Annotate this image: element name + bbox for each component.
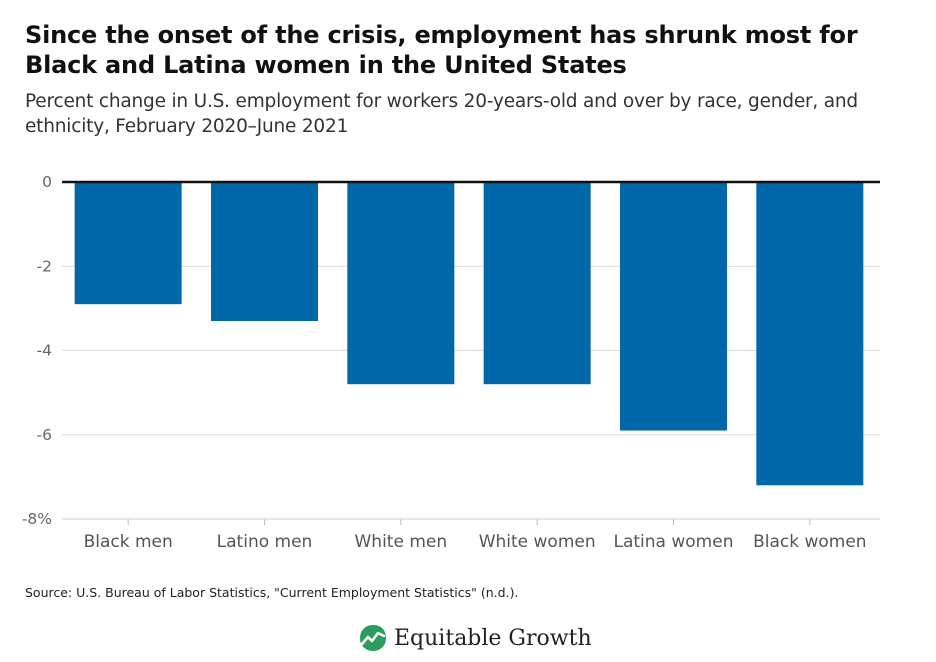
x-category-label: White men xyxy=(355,532,448,552)
y-tick-label: -2 xyxy=(37,257,52,275)
bar xyxy=(211,182,318,322)
bar xyxy=(756,182,864,486)
chart-title: Since the onset of the crisis, employmen… xyxy=(25,21,858,79)
x-category-label: Black women xyxy=(753,532,867,552)
y-tick-label: -4 xyxy=(37,342,52,360)
x-category-label: Latina women xyxy=(614,532,734,552)
growth-leaf-icon xyxy=(360,625,386,651)
x-category-label: Black men xyxy=(84,532,173,552)
bar xyxy=(620,182,727,431)
y-tick-label: -6 xyxy=(37,426,52,444)
y-tick-label: 0 xyxy=(42,173,52,191)
source-note: Source: U.S. Bureau of Labor Statistics,… xyxy=(25,585,519,600)
bar xyxy=(483,182,591,385)
brand-name: Equitable Growth xyxy=(394,625,592,651)
bar-chart: 0 -2 -4 -6 -8% Black men Latino men White men Wh… xyxy=(22,173,880,552)
chart-subtitle: Percent change in U.S. employment for wo… xyxy=(25,91,858,137)
x-category-label: White women xyxy=(479,532,596,552)
bar xyxy=(347,182,455,385)
bar xyxy=(74,182,182,305)
brand-footer: Equitable Growth xyxy=(358,622,592,654)
x-category-label: Latino men xyxy=(217,532,313,552)
y-tick-label: -8% xyxy=(22,510,52,528)
